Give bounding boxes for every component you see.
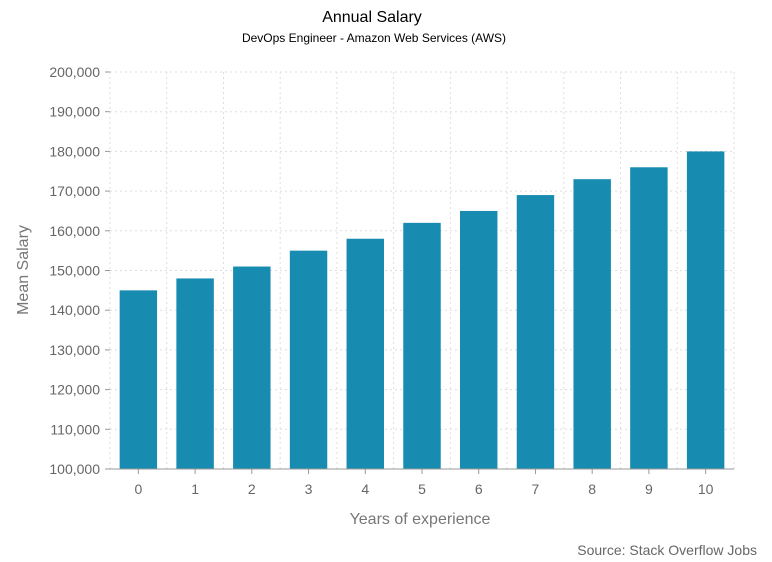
- bar-4: [346, 238, 384, 469]
- x-tick-label: 9: [645, 481, 653, 497]
- bar-0: [119, 290, 158, 469]
- x-tick-label: 0: [134, 481, 142, 497]
- y-tick-label: 170,000: [49, 183, 100, 199]
- y-tick-label: 160,000: [49, 223, 100, 239]
- x-tick-label: 2: [248, 481, 256, 497]
- chart-subtitle: DevOps Engineer - Amazon Web Services (A…: [242, 31, 506, 45]
- y-tick-label: 180,000: [49, 143, 100, 159]
- x-axis-label: Years of experience: [350, 511, 491, 528]
- bar-10: [686, 151, 725, 469]
- x-tick-label: 10: [698, 481, 714, 497]
- x-tick-label: 7: [532, 481, 540, 497]
- y-tick-label: 200,000: [49, 64, 100, 80]
- bar-8: [573, 179, 611, 469]
- bar-5: [403, 222, 441, 469]
- y-tick-label: 140,000: [49, 302, 100, 318]
- x-tick-label: 4: [361, 481, 369, 497]
- y-tick-label: 120,000: [49, 382, 100, 398]
- chart-title: Annual Salary: [322, 9, 422, 26]
- bars: [119, 151, 725, 469]
- y-tick-label: 190,000: [49, 104, 100, 120]
- bar-1: [176, 278, 214, 469]
- y-tick-label: 110,000: [50, 421, 100, 437]
- y-tick-label: 150,000: [49, 263, 100, 279]
- x-axis-ticks: 0 1 2 3 4 5 6 7 8 9 10: [134, 469, 714, 497]
- bar-7: [516, 195, 555, 469]
- y-axis-ticks: 100,000 110,000 120,000 130,000 140,000 150,0…: [49, 64, 110, 477]
- x-tick-label: 6: [475, 481, 483, 497]
- y-axis-label: Mean Salary: [15, 225, 32, 315]
- x-tick-label: 1: [191, 481, 199, 497]
- x-tick-label: 3: [305, 481, 313, 497]
- source-note: Source: Stack Overflow Jobs: [577, 542, 757, 558]
- x-tick-label: 5: [418, 481, 426, 497]
- x-tick-label: 8: [588, 481, 596, 497]
- bar-6: [460, 210, 498, 469]
- y-tick-label: 130,000: [49, 342, 100, 358]
- y-tick-label: 100,000: [49, 461, 100, 477]
- grid-lines: [109, 71, 735, 469]
- bar-3: [289, 250, 328, 469]
- bar-2: [233, 266, 271, 469]
- bar-9: [630, 167, 668, 469]
